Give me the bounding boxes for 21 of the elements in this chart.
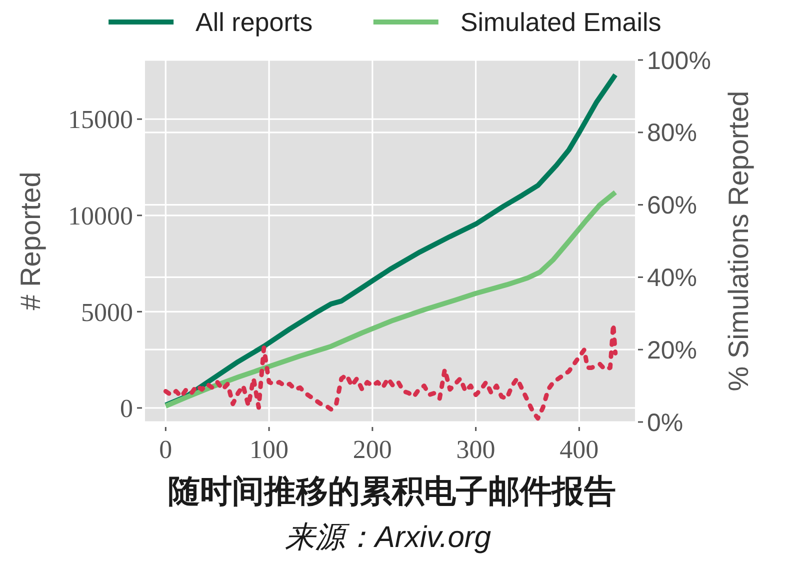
source-note: 来源：Arxiv.org: [284, 521, 492, 554]
legend-label: Simulated Emails: [460, 7, 662, 38]
x-tick-label: 100: [250, 435, 289, 464]
y2-tick-label: 100%: [647, 46, 711, 75]
y2-tick-label: 60%: [647, 192, 698, 220]
legend-label: All reports: [196, 7, 313, 38]
y-tick-label: 5000: [81, 298, 133, 327]
x-tick-label: 200: [352, 435, 392, 464]
y2-axis-title: % Simulations Reported: [723, 90, 754, 392]
x-tick-label: 0: [159, 435, 172, 464]
text: 随时间推移的累积电子邮件报告: [168, 473, 616, 509]
y2-tick-label: 0%: [647, 408, 684, 437]
y-tick-label: 15000: [68, 105, 133, 134]
y2-tick-label: 20%: [647, 336, 698, 364]
y-tick-label: 10000: [68, 201, 133, 230]
x-tick-label: 400: [560, 435, 599, 464]
y-axis-title: # Reported: [15, 172, 46, 310]
y2-tick-label: 40%: [647, 264, 698, 292]
x-tick-label: 300: [456, 435, 496, 464]
y2-tick-label: 80%: [647, 119, 698, 148]
y-tick-label: 0: [120, 394, 133, 424]
